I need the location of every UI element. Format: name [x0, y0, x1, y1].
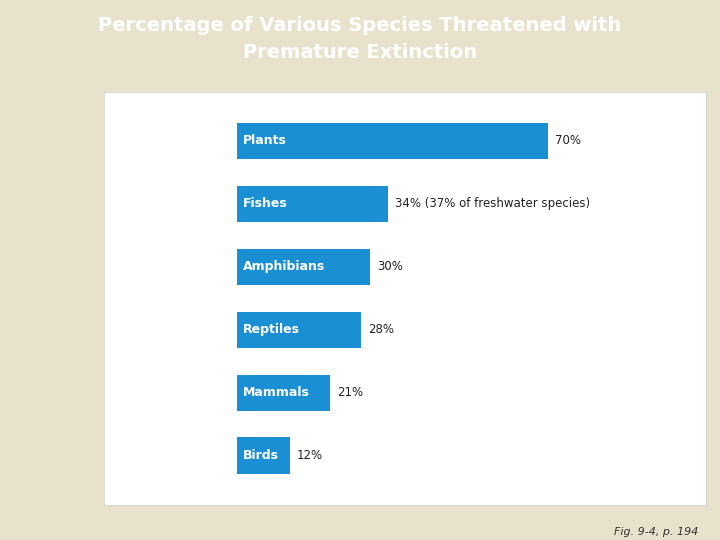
Text: Birds: Birds: [243, 449, 279, 462]
Text: 70%: 70%: [554, 134, 581, 147]
Bar: [237, 186, 388, 222]
Bar: [237, 248, 370, 285]
Text: Plants: Plants: [243, 134, 287, 147]
Bar: [237, 437, 290, 474]
Text: 28%: 28%: [368, 323, 394, 336]
Text: Percentage of Various Species Threatened with
Premature Extinction: Percentage of Various Species Threatened…: [99, 16, 621, 62]
Text: Mammals: Mammals: [243, 386, 310, 399]
Text: Reptiles: Reptiles: [243, 323, 300, 336]
Bar: [237, 123, 548, 159]
Text: 12%: 12%: [297, 449, 323, 462]
Bar: [237, 375, 330, 411]
Text: 21%: 21%: [337, 386, 363, 399]
Text: Fishes: Fishes: [243, 198, 288, 211]
Text: Amphibians: Amphibians: [243, 260, 325, 273]
Bar: [237, 312, 361, 348]
Text: 30%: 30%: [377, 260, 402, 273]
Text: 34% (37% of freshwater species): 34% (37% of freshwater species): [395, 198, 590, 211]
Text: Fig. 9-4, p. 194: Fig. 9-4, p. 194: [614, 527, 698, 537]
